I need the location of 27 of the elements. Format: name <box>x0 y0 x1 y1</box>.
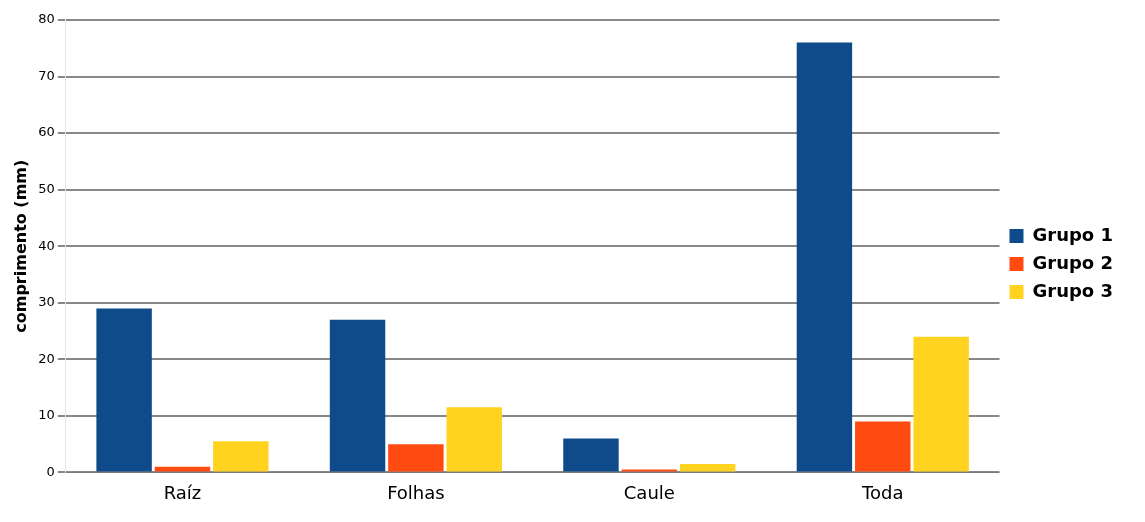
bar <box>96 308 152 472</box>
legend-label: Grupo 2 <box>1032 251 1114 273</box>
bar <box>796 42 853 472</box>
x-tick-label: Raíz <box>163 481 202 503</box>
y-tick-label: 40 <box>38 237 55 253</box>
bar <box>679 463 736 472</box>
y-tick-label: 50 <box>38 181 55 197</box>
bar <box>213 441 269 472</box>
y-tick-label: 60 <box>38 124 55 140</box>
y-axis-title: comprimento (mm) <box>10 159 30 333</box>
bar <box>913 336 969 472</box>
bar <box>563 438 619 472</box>
y-tick-label: 80 <box>38 11 55 27</box>
bar <box>329 319 386 472</box>
y-tick-label: 0 <box>46 463 55 479</box>
y-tick-label: 10 <box>38 407 55 423</box>
bar <box>388 444 444 472</box>
bar <box>446 407 502 472</box>
x-tick-label: Caule <box>623 481 675 503</box>
bar <box>855 421 911 472</box>
legend-label: Grupo 3 <box>1032 279 1114 301</box>
y-tick-label: 70 <box>38 67 55 83</box>
x-tick-label: Folhas <box>387 481 445 503</box>
y-tick-label: 30 <box>38 294 55 310</box>
y-tick-label: 20 <box>38 350 55 366</box>
x-tick-label: Toda <box>861 481 904 503</box>
legend-label: Grupo 1 <box>1032 223 1114 245</box>
